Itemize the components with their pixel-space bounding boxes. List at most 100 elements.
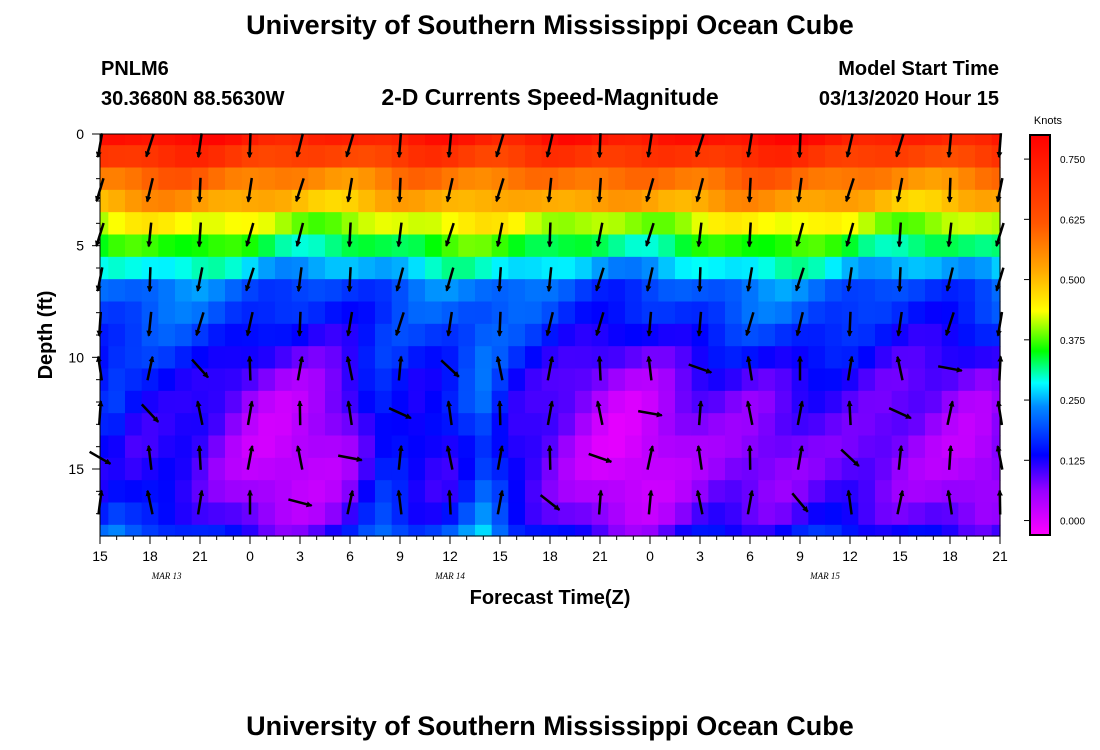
heatmap-cell bbox=[625, 256, 643, 280]
heatmap-cell bbox=[275, 457, 293, 481]
heatmap-cell bbox=[575, 134, 593, 146]
heatmap-cell bbox=[808, 189, 826, 213]
current-vector bbox=[545, 311, 555, 337]
heatmap-cell bbox=[175, 413, 193, 437]
heatmap-cell bbox=[325, 167, 343, 191]
heatmap-cell bbox=[475, 368, 493, 392]
current-vector bbox=[595, 400, 604, 426]
heatmap-cell bbox=[508, 480, 526, 504]
heatmap-cell bbox=[658, 502, 676, 526]
heatmap-cell bbox=[975, 435, 993, 459]
heatmap-cell bbox=[358, 212, 376, 236]
heatmap-cell bbox=[258, 234, 276, 258]
heatmap-cell bbox=[758, 457, 776, 481]
heatmap-cell bbox=[358, 435, 376, 459]
heatmap-cell bbox=[508, 323, 526, 347]
heatmap-cell bbox=[275, 480, 293, 504]
heatmap-cell bbox=[358, 145, 376, 169]
heatmap-cell bbox=[958, 368, 976, 392]
heatmap-cell bbox=[958, 189, 976, 213]
heatmap-cell bbox=[141, 167, 159, 191]
heatmap-cell bbox=[575, 301, 593, 325]
heatmap-cell bbox=[308, 279, 326, 303]
current-vector bbox=[647, 489, 654, 515]
heatmap-cell bbox=[291, 212, 309, 236]
heatmap-cell bbox=[525, 256, 543, 280]
heatmap-cell bbox=[875, 212, 893, 236]
heatmap-cell bbox=[775, 435, 793, 459]
heatmap-cell bbox=[425, 234, 443, 258]
heatmap-cell bbox=[975, 167, 993, 191]
heatmap-cell bbox=[708, 145, 726, 169]
heatmap-cell bbox=[175, 323, 193, 347]
heatmap-cell bbox=[125, 301, 143, 325]
heatmap-cell bbox=[375, 256, 393, 280]
heatmap-cell bbox=[558, 502, 576, 526]
heatmap-cell bbox=[825, 502, 843, 526]
heatmap-cell bbox=[608, 323, 626, 347]
heatmap-cell bbox=[258, 390, 276, 414]
heatmap-cell bbox=[308, 502, 326, 526]
heatmap-cell bbox=[808, 167, 826, 191]
heatmap-cell bbox=[941, 502, 959, 526]
heatmap-cell bbox=[575, 323, 593, 347]
heatmap-cell bbox=[241, 279, 259, 303]
heatmap-cell bbox=[975, 368, 993, 392]
heatmap-cell bbox=[791, 524, 809, 537]
heatmap-cell bbox=[158, 279, 176, 303]
heatmap-cell bbox=[275, 524, 293, 537]
heatmap-cell bbox=[458, 256, 476, 280]
station-coords: 30.3680N 88.5630W bbox=[101, 88, 285, 110]
heatmap-cell bbox=[675, 279, 693, 303]
heatmap-cell bbox=[458, 134, 476, 146]
heatmap-cell bbox=[708, 279, 726, 303]
heatmap-cell bbox=[841, 457, 859, 481]
heatmap-cell bbox=[558, 413, 576, 437]
current-vector bbox=[446, 133, 453, 159]
heatmap-cell bbox=[675, 134, 693, 146]
heatmap-cell bbox=[658, 435, 676, 459]
heatmap-cell bbox=[375, 323, 393, 347]
heatmap-cell bbox=[158, 413, 176, 437]
heatmap-cell bbox=[841, 524, 859, 537]
heatmap-cell bbox=[275, 502, 293, 526]
heatmap-cell bbox=[808, 301, 826, 325]
current-vector bbox=[545, 133, 554, 158]
heatmap-cell bbox=[641, 256, 659, 280]
heatmap-cell bbox=[325, 435, 343, 459]
current-vector bbox=[345, 355, 354, 381]
heatmap-cell bbox=[558, 368, 576, 392]
heatmap-cell bbox=[808, 212, 826, 236]
heatmap-cell bbox=[558, 279, 576, 303]
heatmap-cell bbox=[891, 413, 909, 437]
heatmap-cell bbox=[308, 435, 326, 459]
current-vector bbox=[946, 222, 953, 248]
heatmap-cell bbox=[125, 457, 143, 481]
current-vector bbox=[446, 400, 453, 426]
heatmap-cell bbox=[658, 457, 676, 481]
heatmap-cell bbox=[958, 524, 976, 537]
heatmap-cell bbox=[558, 346, 576, 370]
heatmap-cell bbox=[525, 390, 543, 414]
heatmap-cell bbox=[775, 279, 793, 303]
heatmap-cell bbox=[358, 279, 376, 303]
current-vector bbox=[794, 267, 805, 292]
heatmap-cell bbox=[308, 145, 326, 169]
heatmap-cell bbox=[375, 167, 393, 191]
current-vector bbox=[395, 267, 405, 292]
heatmap-cell bbox=[925, 413, 943, 437]
heatmap-cell bbox=[875, 524, 893, 537]
heatmap-cell bbox=[808, 413, 826, 437]
heatmap-cell bbox=[408, 480, 426, 504]
heatmap-cell bbox=[825, 301, 843, 325]
heatmap-cell bbox=[441, 457, 459, 481]
current-vector bbox=[696, 222, 703, 248]
heatmap-cell bbox=[708, 457, 726, 481]
heatmap-cell bbox=[775, 502, 793, 526]
heatmap-cell bbox=[225, 134, 243, 146]
heatmap-cell bbox=[375, 457, 393, 481]
current-vector bbox=[945, 489, 954, 515]
heatmap-cell bbox=[858, 435, 876, 459]
heatmap-cell bbox=[275, 346, 293, 370]
x-tick-label: 15 bbox=[492, 548, 508, 564]
